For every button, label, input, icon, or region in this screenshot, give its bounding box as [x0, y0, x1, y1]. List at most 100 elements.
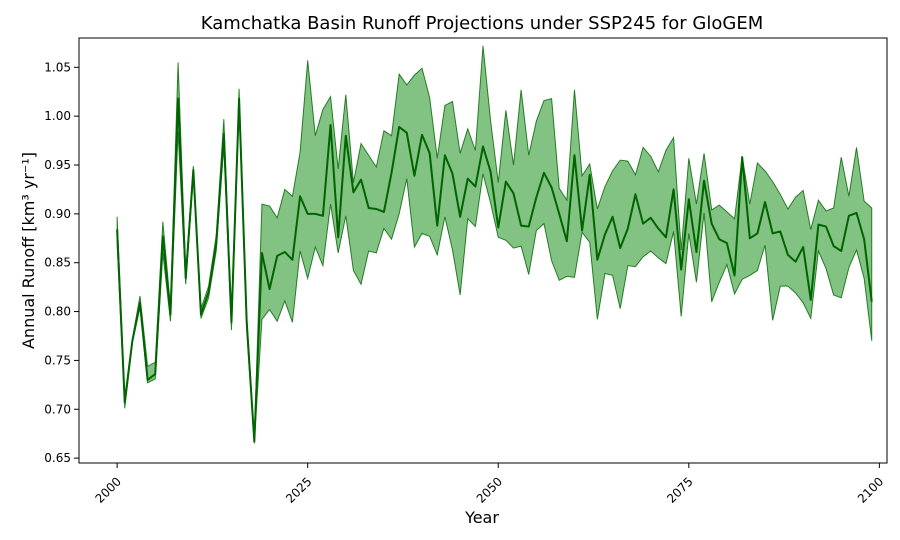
data-point — [192, 169, 194, 171]
data-point — [276, 255, 278, 257]
data-point — [650, 217, 652, 219]
data-point — [848, 215, 850, 217]
data-point — [764, 201, 766, 203]
data-point — [802, 246, 804, 248]
data-point — [474, 186, 476, 188]
data-point — [711, 223, 713, 225]
data-point — [452, 173, 454, 175]
data-point — [230, 321, 232, 323]
data-point — [657, 228, 659, 230]
data-point — [871, 301, 873, 303]
y-tick-label: 0.70 — [44, 402, 71, 416]
data-point — [627, 228, 629, 230]
data-point — [398, 126, 400, 128]
data-point — [726, 242, 728, 244]
data-point — [139, 302, 141, 304]
data-point — [147, 379, 149, 381]
data-point — [558, 213, 560, 215]
data-point — [246, 321, 248, 323]
data-point — [619, 247, 621, 249]
data-point — [695, 251, 697, 253]
data-point — [680, 269, 682, 271]
data-point — [177, 98, 179, 100]
data-point — [482, 145, 484, 147]
data-point — [299, 195, 301, 197]
data-point — [505, 181, 507, 183]
data-point — [634, 193, 636, 195]
chart-title: Kamchatka Basin Runoff Projections under… — [201, 13, 763, 34]
y-tick-label: 1.05 — [44, 60, 71, 74]
data-point — [718, 238, 720, 240]
data-point — [269, 288, 271, 290]
data-point — [253, 441, 255, 443]
data-point — [612, 216, 614, 218]
data-point — [154, 373, 156, 375]
data-point — [337, 236, 339, 238]
data-point — [208, 291, 210, 293]
data-point — [291, 259, 293, 261]
uncertainty-band — [116, 45, 873, 444]
data-point — [459, 216, 461, 218]
y-axis-label-text: Annual Runoff [km³ yr⁻¹] — [19, 152, 38, 349]
data-point — [573, 154, 575, 156]
data-point — [116, 228, 118, 230]
data-point — [314, 213, 316, 215]
data-point — [665, 236, 667, 238]
data-point — [185, 277, 187, 279]
y-axis-label: Annual Runoff [km³ yr⁻¹] — [19, 152, 38, 349]
data-point — [856, 212, 858, 214]
data-point — [467, 178, 469, 180]
data-point — [551, 186, 553, 188]
data-point — [413, 175, 415, 177]
data-point — [406, 132, 408, 134]
data-point — [131, 340, 133, 342]
data-point — [497, 227, 499, 229]
data-point — [421, 134, 423, 136]
y-tick-label: 1.00 — [44, 109, 71, 123]
data-point — [345, 135, 347, 137]
plot-frame — [78, 37, 888, 464]
data-point — [322, 215, 324, 217]
data-point — [673, 188, 675, 190]
data-point — [787, 254, 789, 256]
y-tick-label: 0.85 — [44, 256, 71, 270]
data-point — [352, 191, 354, 193]
data-point — [512, 192, 514, 194]
data-point — [749, 237, 751, 239]
data-point — [810, 299, 812, 301]
data-point — [238, 98, 240, 100]
y-tick-label: 0.80 — [44, 305, 71, 319]
y-tick-label: 0.90 — [44, 207, 71, 221]
data-point — [642, 223, 644, 225]
data-point — [429, 152, 431, 154]
y-tick-label: 0.95 — [44, 158, 71, 172]
data-point — [772, 232, 774, 234]
data-point — [741, 156, 743, 158]
data-point — [817, 224, 819, 226]
data-point — [703, 180, 705, 182]
series-line — [116, 97, 873, 443]
data-point — [490, 171, 492, 173]
data-point — [383, 211, 385, 213]
x-axis-label: Year — [464, 508, 499, 527]
data-point — [795, 261, 797, 263]
data-point — [688, 198, 690, 200]
data-point — [360, 179, 362, 181]
y-tick-label: 0.65 — [44, 451, 71, 465]
data-point — [589, 174, 591, 176]
data-point — [162, 235, 164, 237]
data-point — [825, 226, 827, 228]
data-point — [779, 230, 781, 232]
data-point — [375, 208, 377, 210]
data-point — [833, 245, 835, 247]
data-point — [261, 252, 263, 254]
data-point — [284, 251, 286, 253]
data-point — [124, 401, 126, 403]
data-point — [840, 250, 842, 252]
data-point — [436, 225, 438, 227]
data-point — [581, 229, 583, 231]
data-point — [391, 172, 393, 174]
data-point — [520, 225, 522, 227]
